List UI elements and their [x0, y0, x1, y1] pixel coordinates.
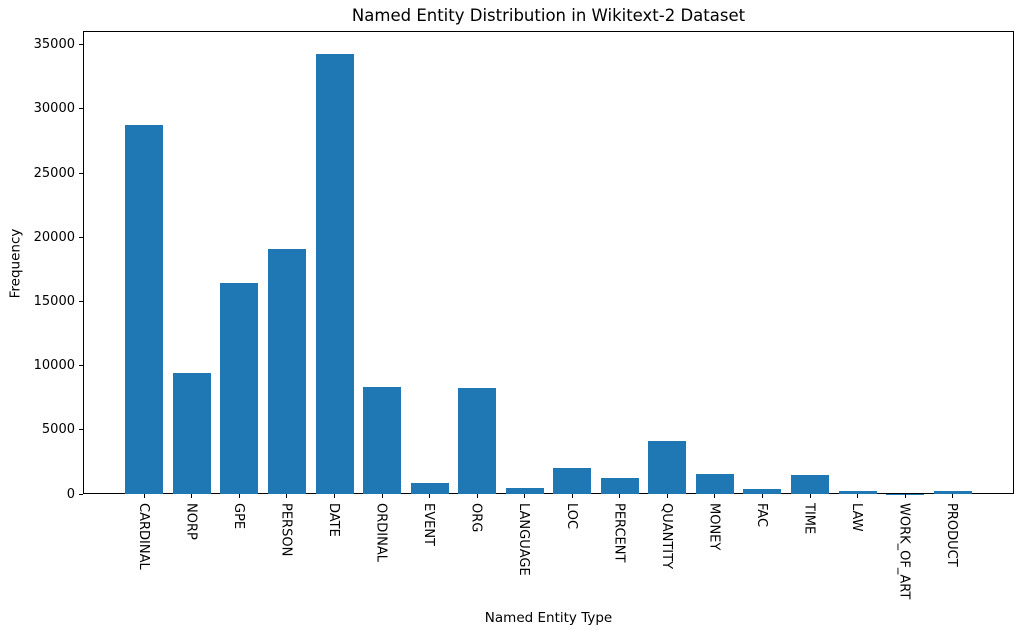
y-tick-mark: [79, 44, 83, 46]
bar-FAC: [743, 489, 782, 494]
y-tick-label: 25000: [33, 165, 75, 181]
x-tick-mark: [143, 494, 145, 498]
x-tick-label-WORK_OF_ART: WORK_OF_ART: [896, 502, 912, 599]
bar-MONEY: [695, 474, 734, 494]
x-tick-label-FAC: FAC: [753, 502, 769, 527]
bar-PERCENT: [600, 477, 639, 494]
bar-EVENT: [410, 483, 449, 494]
bar-PERSON: [267, 248, 306, 494]
x-tick-mark: [191, 494, 193, 498]
y-tick-label: 5000: [41, 422, 75, 438]
x-tick-mark: [286, 494, 288, 498]
x-tick-mark: [666, 494, 668, 498]
bar-LANGUAGE: [505, 487, 544, 494]
x-tick-label-DATE: DATE: [326, 502, 342, 537]
x-tick-mark: [857, 494, 859, 498]
x-tick-label-MONEY: MONEY: [706, 502, 722, 550]
x-tick-label-EVENT: EVENT: [421, 502, 437, 546]
x-tick-mark: [571, 494, 573, 498]
x-tick-mark: [952, 494, 954, 498]
x-tick-mark: [619, 494, 621, 498]
x-tick-mark: [761, 494, 763, 498]
x-axis-label: Named Entity Type: [484, 610, 613, 626]
x-tick-mark: [809, 494, 811, 498]
y-tick-mark: [79, 300, 83, 302]
bar-ORG: [458, 387, 497, 494]
y-tick-label: 20000: [33, 229, 75, 245]
y-tick-mark: [79, 236, 83, 238]
x-tick-label-LAW: LAW: [849, 502, 865, 532]
x-tick-mark: [334, 494, 336, 498]
x-tick-label-NORP: NORP: [183, 502, 199, 540]
x-tick-mark: [524, 494, 526, 498]
x-tick-mark: [904, 494, 906, 498]
x-tick-label-QUANTITY: QUANTITY: [658, 502, 674, 569]
bar-DATE: [315, 53, 354, 494]
x-tick-mark: [381, 494, 383, 498]
y-tick-label: 30000: [33, 101, 75, 117]
x-tick-label-ORG: ORG: [468, 502, 484, 532]
bar-QUANTITY: [648, 440, 687, 494]
x-tick-mark: [429, 494, 431, 498]
chart-title: Named Entity Distribution in Wikitext-2 …: [351, 6, 746, 25]
x-tick-label-TIME: TIME: [801, 502, 817, 534]
y-tick-mark: [79, 493, 83, 495]
x-tick-label-GPE: GPE: [230, 502, 246, 529]
y-tick-label: 0: [66, 486, 75, 502]
y-axis-label: Frequency: [7, 228, 24, 299]
y-tick-mark: [79, 108, 83, 110]
x-tick-label-LANGUAGE: LANGUAGE: [516, 502, 532, 576]
bar-GPE: [220, 282, 259, 494]
y-tick-label: 15000: [33, 293, 75, 309]
x-tick-label-CARDINAL: CARDINAL: [135, 502, 151, 570]
x-tick-mark: [476, 494, 478, 498]
bar-NORP: [172, 372, 211, 494]
bar-LAW: [838, 491, 877, 494]
bar-CARDINAL: [125, 124, 164, 494]
x-tick-label-LOC: LOC: [563, 502, 579, 529]
x-tick-label-PERCENT: PERCENT: [611, 502, 627, 562]
x-tick-label-PRODUCT: PRODUCT: [944, 502, 960, 567]
x-tick-label-PERSON: PERSON: [278, 502, 294, 556]
x-tick-mark: [714, 494, 716, 498]
bar-PRODUCT: [933, 490, 972, 494]
y-tick-label: 35000: [33, 37, 75, 53]
x-tick-label-ORDINAL: ORDINAL: [373, 502, 389, 562]
x-tick-mark: [238, 494, 240, 498]
y-tick-mark: [79, 429, 83, 431]
y-tick-label: 10000: [33, 358, 75, 374]
bar-TIME: [791, 475, 830, 494]
y-tick-mark: [79, 365, 83, 367]
bar-ORDINAL: [363, 387, 402, 494]
bar-LOC: [553, 467, 592, 494]
y-tick-mark: [79, 172, 83, 174]
